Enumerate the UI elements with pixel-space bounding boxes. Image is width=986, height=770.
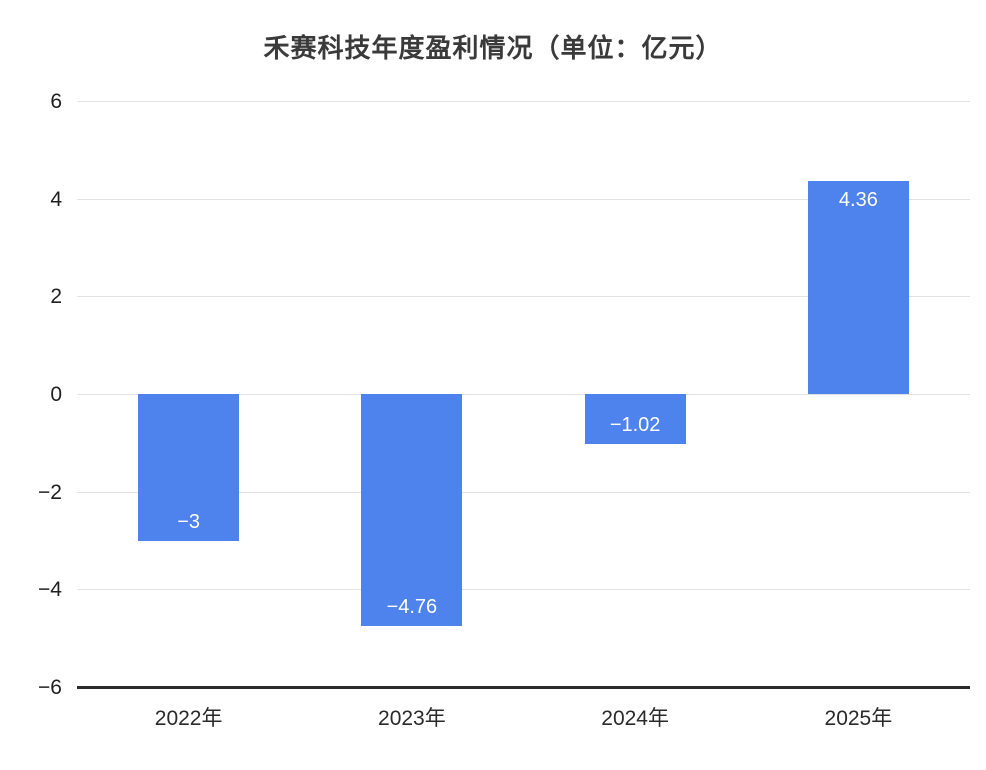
y-axis-tick-label: 0 <box>50 383 62 406</box>
x-axis-tick-label: 2024年 <box>601 707 669 730</box>
gridline <box>77 589 970 591</box>
bar-value-label: 4.36 <box>838 189 878 212</box>
bar-2022年[interactable] <box>138 394 240 541</box>
gridline <box>77 491 970 493</box>
gridline <box>77 101 970 102</box>
gridline <box>77 394 970 395</box>
y-axis-tick-label: 6 <box>50 90 62 113</box>
x-axis-tick-label: 2022年 <box>154 707 223 730</box>
bar-2024年[interactable] <box>584 394 686 444</box>
y-axis-tick-label: −6 <box>38 676 62 699</box>
x-axis-line <box>77 685 970 689</box>
y-axis-tick-label: 4 <box>50 187 62 211</box>
gridline <box>77 198 970 200</box>
y-axis-tick-label: 2 <box>50 285 62 309</box>
gridline <box>77 296 970 298</box>
bar-value-label: −3 <box>177 510 201 533</box>
x-axis-tick-label: 2025年 <box>824 707 893 730</box>
y-axis-tick-label: −2 <box>38 480 62 504</box>
bar-2023年[interactable] <box>361 394 463 627</box>
chart-title: 禾赛科技年度盈利情况（单位：亿元） <box>263 33 723 63</box>
bar-2025年[interactable] <box>807 181 909 394</box>
x-axis-tick-label: 2023年 <box>378 707 446 730</box>
y-axis-tick-label: −4 <box>38 578 62 602</box>
bar-value-label: −4.76 <box>386 596 438 619</box>
bar-value-label: −1.02 <box>609 413 661 436</box>
